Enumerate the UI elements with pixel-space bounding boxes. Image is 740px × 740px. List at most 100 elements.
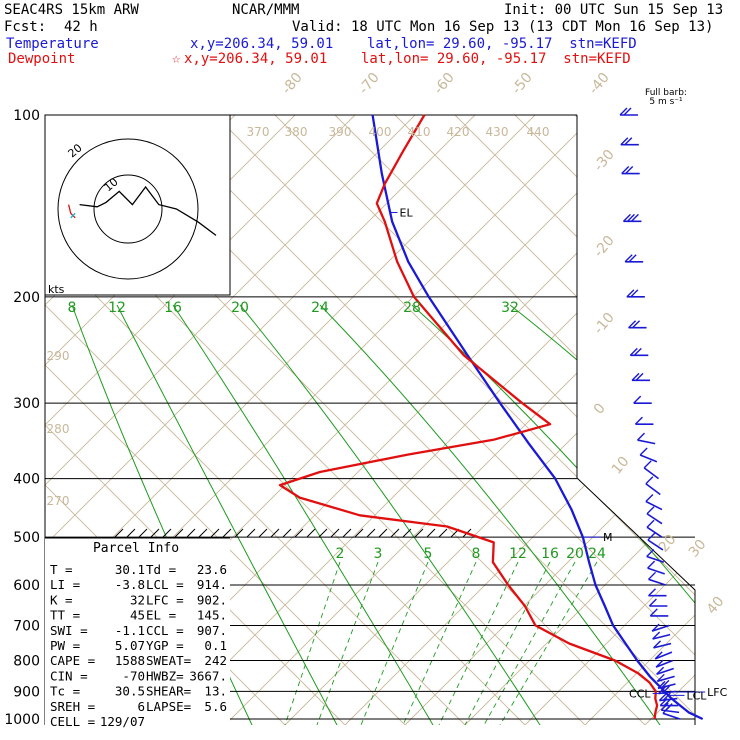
- mixing-ratio-dashed: [316, 561, 379, 725]
- dry-adiabat: [164, 115, 695, 725]
- isotherm: [154, 115, 695, 725]
- theta-label: 410: [408, 125, 431, 139]
- mixing-ratio-line: [116, 304, 338, 725]
- hatch-mark: [414, 528, 424, 538]
- wind-barb: [646, 555, 665, 563]
- mixing-ratio-dashed: [499, 561, 598, 725]
- parcel-info-title: Parcel Info: [93, 541, 179, 556]
- isotherm: [334, 115, 695, 725]
- hatch-mark: [246, 528, 256, 538]
- isotherm-label: -60: [431, 70, 458, 98]
- hatch-mark: [318, 528, 328, 538]
- hatch-mark: [162, 528, 172, 538]
- wind-barb-flag: [652, 631, 661, 640]
- isotherm-label: 30: [686, 537, 710, 561]
- parcel-field-value: 1588: [115, 653, 145, 668]
- wind-barb-flag: [632, 320, 641, 329]
- wind-barb-flag: [633, 347, 642, 356]
- dry-adiabat: [45, 115, 356, 725]
- hodograph-surface-trace: [70, 212, 76, 219]
- wind-barb-flag: [621, 166, 630, 175]
- hatch-mark: [198, 528, 208, 538]
- mixing-ratio-label: 3: [374, 546, 383, 562]
- level-label: LFC: [707, 686, 727, 699]
- hatch-mark: [126, 528, 136, 538]
- mixing-ratio-dashed: [483, 561, 576, 725]
- hatch-mark: [186, 528, 196, 538]
- dry-adiabat: [705, 115, 740, 725]
- wind-barb-flag: [646, 548, 655, 557]
- parcel-field-value: 23.6: [197, 562, 227, 577]
- hodograph-units: kts: [48, 283, 65, 296]
- mixing-ratio-label: 5: [424, 546, 433, 562]
- wind-barb-flag: [654, 651, 663, 660]
- pressure-tick-label: 500: [13, 530, 40, 546]
- dry-adiabat: [45, 115, 416, 725]
- valid-time: Valid: 18 UTC Mon 16 Sep 13 (13 CDT Mon …: [292, 19, 714, 35]
- wind-barb-flag: [626, 213, 635, 222]
- parcel-field-label: LAPSE=: [146, 699, 191, 714]
- isotherm-label: -20: [591, 233, 618, 261]
- pressure-tick-label: 300: [13, 396, 40, 412]
- wind-barb: [645, 483, 661, 496]
- hatch-mark: [402, 528, 412, 538]
- wind-barb-flag: [648, 588, 656, 597]
- mixing-ratio-label: 20: [566, 546, 584, 562]
- wind-barb-flag: [639, 447, 648, 456]
- wind-barb: [637, 439, 656, 445]
- wind-barb-flag: [649, 608, 658, 617]
- wind-barb-flag: [646, 506, 655, 515]
- parcel-field-label: TT =: [50, 608, 80, 623]
- model-name: SEAC4RS 15km ARW: [4, 2, 139, 18]
- parcel-field-value: 6: [137, 699, 145, 714]
- isotherm: [454, 115, 695, 725]
- mixing-ratio-line: [411, 304, 695, 725]
- wind-barb: [657, 683, 676, 690]
- wind-barb: [657, 675, 675, 683]
- mixing-ratio-label: 24: [588, 546, 606, 562]
- isotherm-label: 40: [704, 594, 728, 618]
- dry-adiabat: [404, 115, 695, 725]
- pressure-tick-label: 700: [13, 618, 40, 634]
- isotherm: [214, 115, 695, 725]
- wind-barb: [652, 633, 671, 640]
- wind-barb-flag: [645, 493, 654, 502]
- mixing-ratio-label: 12: [509, 546, 527, 562]
- parcel-field-value: 30.5: [115, 684, 145, 699]
- wind-barb-flag: [622, 213, 631, 222]
- parcel-field-label: Tc =: [50, 684, 80, 699]
- wind-barb-flag: [656, 673, 665, 682]
- parcel-field-value: 145.: [197, 608, 227, 623]
- hatch-mark: [390, 528, 400, 538]
- mixing-ratio-dashed: [464, 561, 551, 725]
- parcel-field-value: 242: [204, 653, 227, 668]
- parcel-info-background: [45, 538, 230, 725]
- mixing-ratio-label: 8: [472, 546, 481, 562]
- isotherm-label: 10: [609, 454, 633, 478]
- forecast-hour: 42 h: [64, 19, 98, 35]
- wind-barb-flag: [620, 137, 629, 146]
- parcel-field-label: EL =: [146, 608, 176, 623]
- wind-barb-flag: [628, 320, 637, 329]
- theta-label: 280: [47, 422, 70, 436]
- hatch-mark: [174, 528, 184, 538]
- forecast-label: Fcst:: [4, 19, 47, 35]
- hatch-mark: [258, 528, 268, 538]
- wind-barb-flag: [630, 213, 639, 222]
- isotherm-label: -70: [356, 70, 383, 98]
- parcel-field-value: 32: [130, 592, 145, 607]
- wind-barb: [639, 454, 658, 463]
- wind-barb: [659, 697, 678, 702]
- wind-barb-flag: [657, 680, 666, 689]
- wind-barb: [655, 659, 674, 668]
- mixing-ratio-label: 28: [403, 300, 421, 316]
- pressure-tick-label: 400: [13, 472, 40, 488]
- sounding-traces: [278, 114, 704, 721]
- parcel-field-value: -3.8: [115, 577, 145, 592]
- wind-barb: [653, 642, 672, 649]
- pressure-tick-label: 200: [13, 290, 40, 306]
- wind-barb-flag: [619, 107, 628, 116]
- wind-barb-flag: [624, 254, 633, 263]
